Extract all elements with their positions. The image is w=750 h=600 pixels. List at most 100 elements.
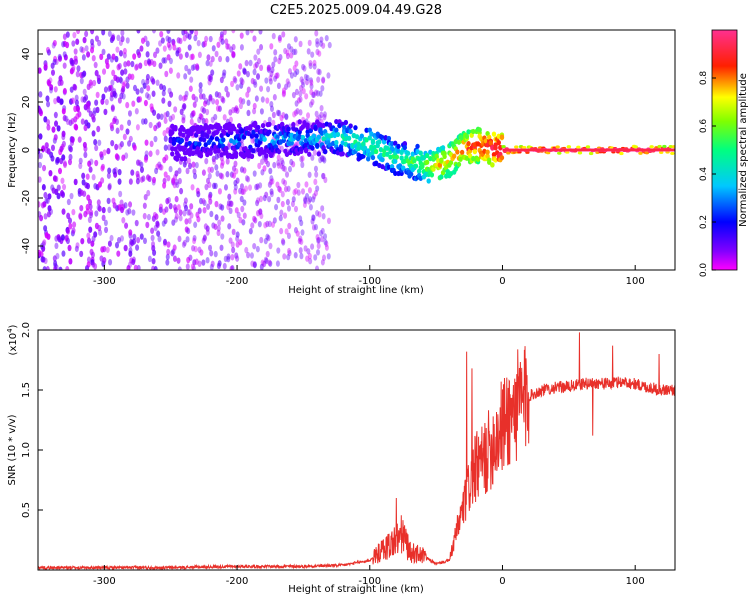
spectrogram-cell [162,85,167,92]
spectrogram-ridge-cell [340,151,345,157]
spectrogram-cell [166,248,171,256]
spectrogram-cell [48,169,53,177]
spectrogram-cell [76,30,81,35]
spectrogram-cell [299,219,304,227]
spectrogram-cell [218,55,223,63]
spectrogram-cell [303,197,308,205]
spectrogram-cell [174,195,179,203]
spectrogram-cell [245,70,250,78]
spectrogram-cell [68,258,73,265]
spectrogram-cell [312,193,317,200]
spectrogram-cell [308,59,313,67]
spectrogram-cell [283,212,288,219]
spectrogram-cell [313,189,318,197]
spectrogram-cell [82,141,87,149]
spectrogram-cell [50,144,55,152]
spectrogram-ridge-cell [214,136,220,142]
spectrogram-cell [285,49,290,56]
spectrogram-cell [195,63,200,70]
spectrogram-ridge-cell [439,174,444,180]
figure-title: C2E5.2025.009.04.49.G28 [270,3,442,18]
spectrogram-cell [41,241,46,248]
spectrogram-cell [280,159,285,167]
spectrogram-cell [51,187,56,194]
y-tick-label: -20 [21,190,32,206]
spectrogram-cell [259,236,264,244]
spectrogram-cell [94,159,99,167]
spectrogram-cell [252,242,257,250]
spectrogram-cell [281,178,286,185]
spectrogram-cell [56,184,61,191]
spectrogram-ridge-cell [201,137,207,143]
spectrogram-cell [176,204,181,211]
spectrogram-ridge-cell [370,154,376,161]
spectrogram-cell [112,88,117,95]
spectrogram-cell [218,172,223,179]
spectrogram-ridge-cell [467,153,473,159]
spectrogram-cell [291,161,296,168]
spectrogram-cell [225,91,230,98]
spectrogram-ridge-cell [170,129,175,135]
spectrogram-cell [94,222,99,230]
spectrogram-cell [297,237,302,245]
spectrogram-cell [275,72,280,79]
spectrogram-cell [257,220,262,228]
spectrogram-ridge-cell [483,138,489,144]
spectrogram-cell [141,78,146,86]
spectrogram-cell [124,152,129,159]
spectrogram-cell [293,36,298,43]
spectrogram-cell [196,39,201,47]
spectrogram-cell [201,237,206,244]
spectrogram-cell [131,258,136,266]
spectrogram-cell [99,255,104,262]
spectrogram-cell [88,79,93,86]
spectrogram-cell [94,69,99,77]
spectrogram-cell [138,96,143,103]
spectrogram-cell [124,222,129,229]
spectrogram-cell [120,69,125,76]
spectrogram-ridge-cell [275,134,280,140]
spectrogram-ridge-cell [260,123,266,129]
spectrogram-cell [256,72,261,80]
spectrogram-cell [100,98,105,105]
spectrogram-ridge-cell [286,126,291,132]
spectrogram-cell [250,77,255,85]
spectrogram-cell [75,113,80,120]
spectrogram-cell [301,87,306,95]
spectrogram-cell [93,139,98,146]
spectrogram-cell [317,50,322,57]
spectrogram-cell [228,116,233,124]
spectrogram-cell [252,261,257,268]
spectrogram-cell [321,213,326,220]
spectrogram-cell [58,266,63,270]
spectrogram-cell [176,257,181,264]
spectrogram-cell [66,212,71,220]
spectrogram-cell [150,227,155,234]
spectrogram-cell [186,227,191,235]
spectrogram-cell [289,158,294,166]
spectrogram-cell [238,187,243,195]
spectrogram-cell [191,245,196,252]
spectrogram-cell [266,66,271,73]
spectrogram-cell [107,206,112,214]
spectrogram-cell [155,149,160,156]
spectrogram-cell [62,62,67,69]
spectrogram-cell [244,59,249,67]
spectrogram-cell [112,168,117,175]
spectrogram-cell [67,158,72,166]
colorbar-tick-label: 0.4 [699,167,709,182]
spectrogram-cell [131,100,136,107]
spectrogram-cell [223,255,228,263]
spectrogram-ridge-cell [472,149,478,155]
spectrogram-cell [215,105,220,112]
spectrogram-ridge-cell [459,149,465,155]
spectrogram-cell [238,97,243,104]
spectrogram-cell [184,204,189,212]
spectrogram-cell [163,112,168,119]
spectrogram-cell [270,221,275,228]
spectrogram-cell [183,30,188,35]
spectrogram-cell [127,207,132,215]
spectrogram-cell [38,108,43,115]
spectrogram-cell [119,77,124,84]
spectrogram-cell [197,116,202,124]
